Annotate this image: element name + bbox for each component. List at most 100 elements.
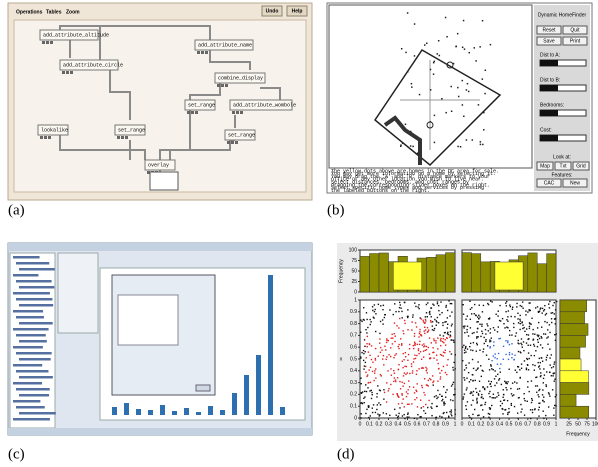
point [413,358,414,359]
menu-item[interactable]: Tables [46,9,62,15]
point [500,405,501,406]
point [422,387,423,388]
tree-item[interactable] [19,340,47,343]
point [398,403,399,404]
tree-item[interactable] [13,382,42,385]
hist-bar [560,300,587,312]
point [488,359,489,360]
tree-item[interactable] [19,412,56,415]
point [434,328,435,329]
point [478,393,479,394]
tree-item[interactable] [16,352,52,355]
point [440,345,441,346]
tree-item[interactable] [19,322,53,325]
home-dot [433,73,435,75]
point [551,367,552,368]
tree-item[interactable] [13,292,50,295]
highlight [393,262,422,290]
x-tick-label: 50 [575,421,581,427]
point [463,327,464,328]
tree-item[interactable] [13,256,40,259]
tree-item[interactable] [13,310,43,313]
point [376,393,377,394]
tree-item[interactable] [19,304,53,307]
point [534,355,535,356]
menu-item[interactable]: Operations [16,9,43,15]
point [471,404,472,405]
point [437,390,438,391]
tree-item[interactable] [19,286,54,289]
point [490,364,491,365]
point [364,396,365,397]
tree-item[interactable] [13,400,40,403]
point [464,379,465,380]
point [425,329,426,330]
node-label: lookalike [41,127,68,133]
point [401,382,402,383]
point [375,359,376,360]
point [529,323,530,324]
point [532,409,533,410]
point [521,322,522,323]
tree-item[interactable] [16,388,50,391]
menu-item[interactable]: Zoom [66,9,80,15]
port [125,136,128,139]
point [535,377,536,378]
tree-item[interactable] [16,370,48,373]
tree-item[interactable] [13,274,38,277]
point [523,350,524,351]
tree-item[interactable] [19,394,49,397]
point [373,317,374,318]
point [383,305,384,306]
point [506,381,507,382]
point [507,412,508,413]
point [433,338,434,339]
home-dot [434,142,436,144]
point [381,349,382,350]
tree-item[interactable] [16,406,45,409]
point [541,337,542,338]
home-dot [469,52,471,54]
point [404,383,405,384]
point [442,325,443,326]
tree-item[interactable] [16,298,52,301]
output-icon[interactable] [150,172,178,190]
tree-item[interactable] [19,358,51,361]
point [415,322,416,323]
point [453,394,454,395]
point [509,354,510,355]
point [488,381,489,382]
point [413,361,414,362]
tree-item[interactable] [19,268,55,271]
hist-bar [560,324,588,336]
point [549,393,550,394]
hist-bar [427,257,437,292]
tree-item[interactable] [19,376,53,379]
point [414,342,415,343]
tree-item[interactable] [16,316,44,319]
tree-item[interactable] [13,364,42,367]
dialog-button[interactable] [196,385,210,391]
tree-item[interactable] [16,334,46,337]
point [405,352,406,353]
hist-bar [560,347,580,359]
tree-item[interactable] [13,418,50,421]
point [481,326,482,327]
home-dot [462,80,464,82]
y-tick-label: 0 [354,415,357,421]
point [508,359,509,360]
home-dot [456,46,458,48]
point [416,374,417,375]
point [493,327,494,328]
point [483,348,484,349]
point [476,321,477,322]
x-tick-label: 1 [555,421,558,427]
point [379,389,380,390]
tree-item[interactable] [16,280,52,283]
tree-item[interactable] [13,328,49,331]
tree-item[interactable] [16,262,49,265]
point [426,368,427,369]
point [442,355,443,356]
point [467,401,468,402]
tree-item[interactable] [13,346,43,349]
